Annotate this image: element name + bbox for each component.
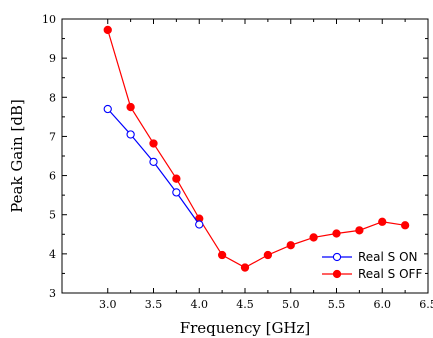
- x-tick-label: 6.0: [374, 298, 392, 311]
- data-point-real-s-off: [126, 102, 135, 112]
- y-tick-label: 7: [49, 130, 56, 143]
- y-tick-label: 9: [49, 52, 56, 65]
- x-tick-label: 6.5: [419, 298, 433, 311]
- x-axis-title: Frequency [GHz]: [180, 319, 311, 337]
- data-point-real-s-on: [103, 104, 112, 114]
- data-point-real-s-off: [103, 25, 112, 35]
- data-point-real-s-off: [286, 241, 295, 250]
- y-tick-label: 4: [49, 248, 56, 261]
- data-point-real-s-off: [217, 250, 227, 260]
- data-point-real-s-off: [400, 221, 410, 230]
- data-point-real-s-on: [195, 220, 204, 229]
- legend-marker: [332, 269, 342, 279]
- data-point-real-s-on: [149, 157, 158, 167]
- axis-ticks: 3.0 3.5 4.0 4.5 5.0 5.5 6.0 6.5 3 4 5 6 7 8 9 10: [42, 13, 433, 311]
- y-tick-label: 8: [49, 91, 56, 104]
- y-tick-label: 3: [49, 287, 56, 300]
- legend-label: Real S ON: [358, 250, 418, 264]
- series-group: [103, 25, 410, 272]
- data-point-real-s-off: [378, 217, 387, 226]
- legend: Real S ON Real S OFF: [318, 248, 424, 284]
- x-tick-label: 3.5: [145, 298, 163, 311]
- data-point-real-s-on: [126, 130, 135, 139]
- y-tick-label: 5: [49, 209, 56, 222]
- data-point-real-s-off: [263, 250, 273, 260]
- y-axis-title: Peak Gain [dB]: [8, 99, 26, 213]
- x-tick-label: 4.5: [236, 298, 254, 311]
- data-point-real-s-off: [240, 263, 250, 272]
- data-point-real-s-off: [309, 233, 318, 242]
- y-tick-label: 6: [49, 170, 56, 183]
- x-tick-label: 5.0: [282, 298, 300, 311]
- data-point-real-s-off: [355, 226, 364, 235]
- x-tick-label: 3.0: [99, 298, 117, 311]
- y-tick-label: 10: [42, 13, 56, 26]
- x-tick-label: 4.0: [191, 298, 209, 311]
- legend-marker: [332, 252, 342, 262]
- data-point-real-s-off: [172, 174, 181, 183]
- series-line-real-s-on: [107, 108, 200, 225]
- x-tick-label: 5.5: [328, 298, 346, 311]
- data-point-real-s-off: [332, 229, 341, 238]
- legend-label: Real S OFF: [358, 267, 422, 281]
- data-point-real-s-off: [149, 139, 158, 148]
- data-point-real-s-on: [172, 188, 181, 197]
